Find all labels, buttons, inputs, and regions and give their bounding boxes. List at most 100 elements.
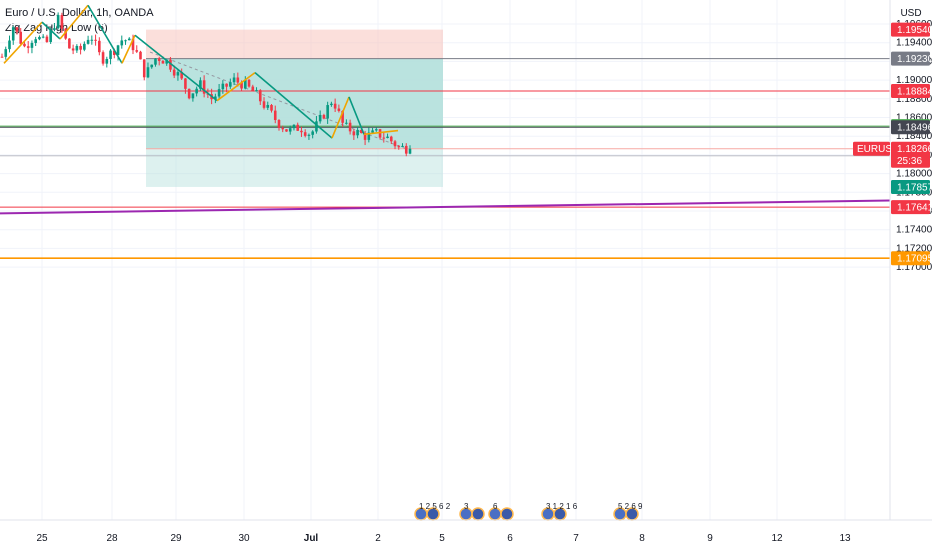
candle-body [318, 114, 322, 122]
candle-body [191, 93, 195, 99]
price-tag-1.18496[interactable]: 1.18496 [891, 120, 932, 135]
candle-body [363, 133, 367, 140]
candle-body [337, 108, 341, 111]
candle-body [322, 114, 326, 119]
candle-body [195, 88, 198, 94]
time-label: 13 [839, 533, 851, 544]
time-label: 28 [106, 533, 118, 544]
candle-body [307, 134, 311, 136]
candle-body [26, 46, 30, 48]
event-count: 3 1 2 1 6 [546, 502, 578, 511]
event-count: 3 [464, 502, 469, 511]
price-tick: 1.18000 [896, 169, 932, 180]
price-tag-label: 1.17641 [897, 203, 932, 214]
candle-body [247, 79, 251, 87]
candle-body [401, 145, 404, 147]
candle-body [236, 77, 240, 83]
price-tag-box [891, 83, 930, 98]
price-tick: 1.17000 [896, 262, 932, 273]
candle-body [139, 51, 142, 60]
price-tag-label: 1.17095 [897, 254, 932, 265]
price-axis: USD1.196001.194001.192001.190001.188001.… [853, 0, 932, 520]
candle-body [382, 137, 386, 139]
candle-body [154, 58, 157, 65]
candle-body [202, 80, 206, 94]
event-count: 5 2 6 9 [618, 502, 643, 511]
candle-body [187, 88, 191, 99]
candle-body [356, 129, 359, 136]
candle-body [326, 105, 329, 119]
candle-body [300, 130, 303, 133]
horizontal-lines [0, 90, 890, 260]
candle-body [41, 36, 45, 38]
candle-body [240, 82, 243, 89]
stop-zone [146, 29, 443, 59]
price-tag-1.19540[interactable]: 1.19540 [891, 22, 932, 37]
economic-events: 1 2 5 6 2 3 6 3 1 2 1 6 5 2 6 9 [414, 502, 643, 521]
candle-body [79, 45, 82, 50]
candle-body [112, 50, 116, 56]
candle-body [288, 128, 292, 132]
price-tag-label: 1.19230 [897, 54, 932, 65]
candle-body [49, 29, 52, 42]
time-label: 7 [573, 533, 579, 544]
trend-line-purple [0, 199, 891, 215]
zigzag-segment [87, 4, 123, 64]
current-price-label: 1.18266 [897, 144, 932, 155]
economic-event-4[interactable]: 3 1 2 1 6 [541, 502, 578, 521]
zigzag-segment [254, 72, 333, 139]
candle-body [83, 43, 86, 50]
time-axis: 25 28 29 30 Jul 2 5 6 7 8 9 12 13 [0, 519, 932, 544]
candle-body [378, 129, 382, 138]
event-flag-icon [471, 507, 485, 521]
price-tag-box [891, 120, 930, 135]
economic-event-2[interactable]: 3 [459, 502, 485, 521]
price-tag-label: 1.18884 [897, 86, 932, 97]
symbol-tag-box [853, 141, 890, 156]
candle-body [251, 86, 255, 92]
grid [0, 0, 890, 520]
price-tick: 1.18400 [896, 131, 932, 142]
candle-body [124, 40, 127, 42]
candle-body [161, 60, 165, 64]
economic-event-5[interactable]: 5 2 6 9 [613, 502, 643, 521]
trend-line [0, 199, 891, 215]
price-tag-box [891, 51, 930, 66]
price-tag-1.17857[interactable]: 1.17857 [891, 179, 932, 194]
candle-body [266, 104, 270, 108]
candle-body [352, 131, 356, 136]
price-tag-1.18884[interactable]: 1.18884 [891, 83, 932, 98]
candle-body [94, 39, 97, 41]
indicator-label[interactable]: Zig Zag High Low (6) [5, 22, 108, 34]
economic-event-3[interactable]: 6 [488, 502, 514, 521]
candle-body [68, 38, 71, 49]
price-tag-1.17641[interactable]: 1.17641 [891, 200, 932, 215]
candle-body [404, 145, 408, 154]
candles [0, 12, 412, 157]
candle-body [285, 129, 288, 132]
candle-body [386, 136, 389, 139]
economic-event-1[interactable]: 1 2 5 6 2 [414, 502, 451, 521]
candle-body [157, 58, 161, 61]
price-tick: 1.18800 [896, 94, 932, 105]
candle-body [348, 122, 352, 132]
price-tag-1.17095[interactable]: 1.17095 [891, 251, 932, 266]
price-tag-1.19230[interactable]: 1.19230 [891, 51, 932, 66]
candle-body [142, 59, 146, 78]
candle-body [281, 127, 285, 130]
candle-body [258, 90, 262, 102]
zigzag-segment [216, 71, 256, 102]
candle-body [127, 38, 131, 41]
candle-body [367, 132, 371, 140]
time-label: 9 [707, 533, 713, 544]
candle-body [109, 50, 112, 59]
candle-body [98, 40, 101, 53]
candle-body [311, 131, 314, 135]
event-count: 6 [493, 502, 498, 511]
zigzag-segment [3, 21, 43, 64]
target-zone [146, 148, 443, 187]
time-label: 5 [439, 533, 445, 544]
candle-body [15, 27, 19, 32]
